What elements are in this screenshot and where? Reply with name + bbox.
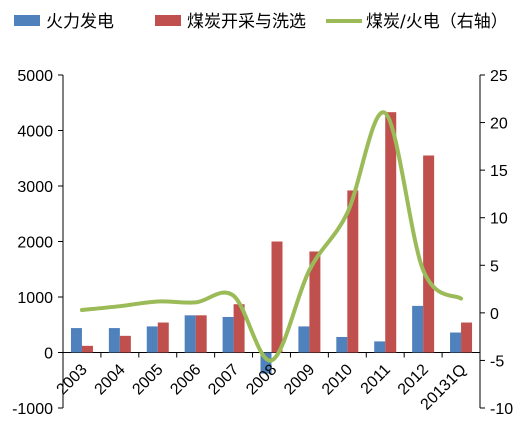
right-tick-label: -10 bbox=[490, 401, 513, 418]
left-tick-label: 1000 bbox=[17, 290, 53, 307]
bar-thermal-power bbox=[374, 341, 386, 353]
bar-coal-mining bbox=[81, 345, 93, 353]
bar-coal-mining bbox=[385, 112, 397, 353]
left-tick-label: 0 bbox=[44, 346, 53, 363]
line-coal-thermal-ratio bbox=[79, 110, 464, 363]
legend-label: 煤炭/火电（右轴） bbox=[366, 12, 508, 32]
left-tick-label: -1000 bbox=[12, 401, 53, 418]
legend-swatch bbox=[155, 15, 181, 26]
left-tick-label: 3000 bbox=[17, 179, 53, 196]
bar-coal-mining bbox=[119, 335, 131, 353]
right-tick-label: -5 bbox=[490, 353, 504, 370]
bar-thermal-power bbox=[108, 328, 120, 353]
left-tick-label: 5000 bbox=[17, 68, 53, 85]
axes bbox=[58, 74, 485, 409]
bar-thermal-power bbox=[184, 315, 196, 353]
right-tick-label: 20 bbox=[490, 116, 508, 133]
category-label: 2008 bbox=[243, 361, 280, 398]
bar-coal-mining bbox=[271, 241, 283, 353]
category-label: 2010 bbox=[319, 361, 356, 398]
bar-coal-mining bbox=[157, 322, 169, 353]
bar-coal-mining bbox=[461, 322, 473, 353]
bar-coal-mining bbox=[347, 190, 359, 353]
bar-thermal-power bbox=[70, 328, 82, 353]
category-label: 2009 bbox=[281, 361, 318, 398]
category-label: 2006 bbox=[167, 361, 204, 398]
bar-thermal-power bbox=[412, 305, 424, 353]
right-tick-label: 25 bbox=[490, 68, 508, 85]
bar-coal-mining bbox=[195, 315, 207, 353]
bars bbox=[70, 112, 473, 374]
right-tick-label: 15 bbox=[490, 163, 508, 180]
legend: 火力发电 煤炭开采与洗选 煤炭/火电（右轴） bbox=[14, 12, 508, 32]
bar-thermal-power bbox=[260, 352, 272, 374]
bar-coal-mining bbox=[309, 251, 321, 353]
bar-thermal-power bbox=[450, 332, 462, 353]
right-tick-label: 0 bbox=[490, 306, 499, 323]
bar-coal-mining bbox=[233, 304, 245, 353]
category-label: 2011 bbox=[358, 361, 394, 397]
right-tick-label: 5 bbox=[490, 258, 499, 275]
bar-thermal-power bbox=[336, 336, 348, 353]
legend-label: 煤炭开采与洗选 bbox=[187, 12, 306, 32]
left-tick-label: 4000 bbox=[17, 124, 53, 141]
bar-thermal-power bbox=[146, 326, 158, 353]
bar-thermal-power bbox=[222, 316, 234, 353]
legend-label: 火力发电 bbox=[46, 12, 114, 32]
category-label: 2007 bbox=[205, 361, 242, 398]
bar-thermal-power bbox=[298, 326, 310, 353]
category-label: 2004 bbox=[92, 361, 129, 398]
category-label: 2005 bbox=[129, 361, 166, 398]
legend-swatch bbox=[14, 15, 40, 26]
bar-coal-mining bbox=[423, 155, 435, 353]
right-tick-label: 10 bbox=[490, 211, 508, 228]
category-label: 2003 bbox=[54, 361, 91, 398]
line-series bbox=[79, 110, 464, 363]
left-tick-label: 2000 bbox=[17, 235, 53, 252]
